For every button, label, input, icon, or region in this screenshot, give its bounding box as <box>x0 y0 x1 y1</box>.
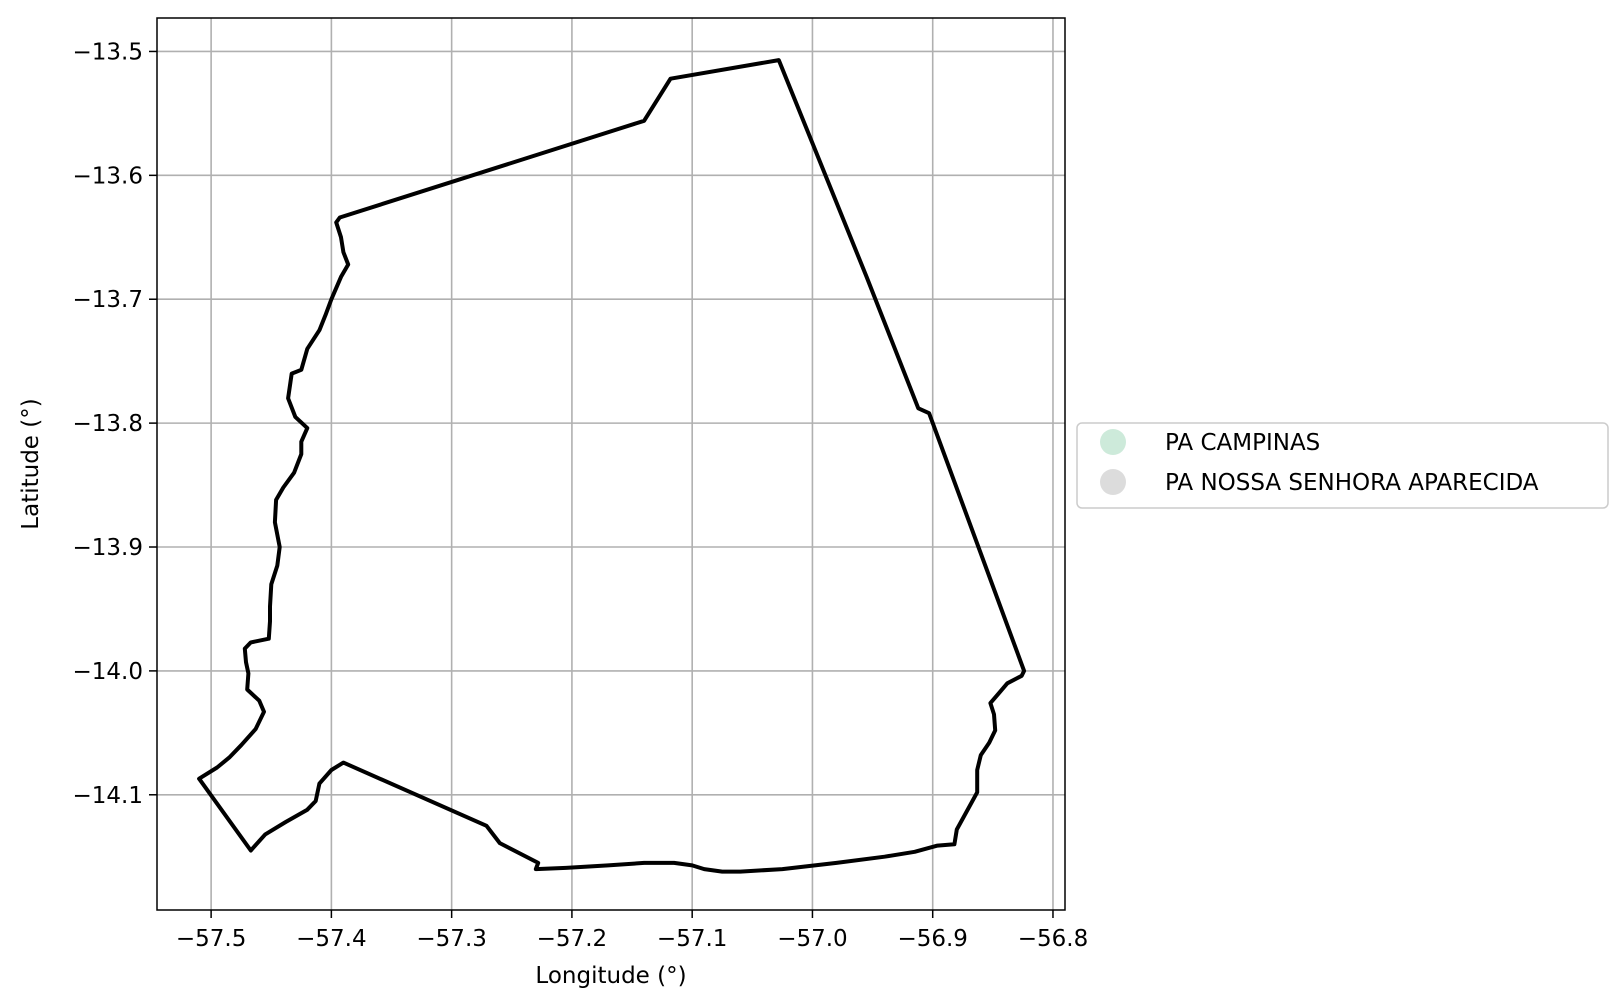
y-axis-ticks: −13.5 −13.6 −13.7 −13.8 −13.9 −14.0 −14.1 <box>73 39 157 809</box>
x-tick-label: −57.3 <box>416 926 486 952</box>
y-axis-label: Latitude (°) <box>18 398 44 529</box>
legend-marker <box>1100 429 1126 455</box>
legend-marker <box>1100 469 1126 495</box>
x-tick-label: −57.5 <box>176 926 246 952</box>
legend-label: PA CAMPINAS <box>1165 430 1320 456</box>
x-tick-label: −57.2 <box>537 926 607 952</box>
y-tick-label: −14.1 <box>73 783 143 809</box>
y-tick-label: −14.0 <box>73 659 143 685</box>
legend-box <box>1076 422 1609 509</box>
y-tick-label: −13.7 <box>73 287 143 313</box>
legend: PA CAMPINAS PA NOSSA SENHORA APARECIDA <box>1076 422 1609 509</box>
y-tick-label: −13.9 <box>73 535 143 561</box>
x-tick-label: −57.0 <box>777 926 847 952</box>
y-tick-label: −13.6 <box>73 163 143 189</box>
axes-frame <box>156 17 1066 911</box>
x-tick-label: −57.1 <box>657 926 727 952</box>
legend-label: PA NOSSA SENHORA APARECIDA <box>1165 470 1539 496</box>
gridlines <box>157 18 1065 910</box>
y-tick-label: −13.5 <box>73 39 143 65</box>
y-tick-label: −13.8 <box>73 411 143 437</box>
x-tick-label: −56.8 <box>1018 926 1088 952</box>
x-axis-label: Longitude (°) <box>535 963 686 989</box>
x-axis-ticks: −57.5 −57.4 −57.3 −57.2 −57.1 −57.0 −56.9 −56.8 <box>176 910 1088 952</box>
x-tick-label: −57.4 <box>296 926 366 952</box>
region-boundary <box>197 58 1027 874</box>
x-tick-label: −56.9 <box>897 926 967 952</box>
